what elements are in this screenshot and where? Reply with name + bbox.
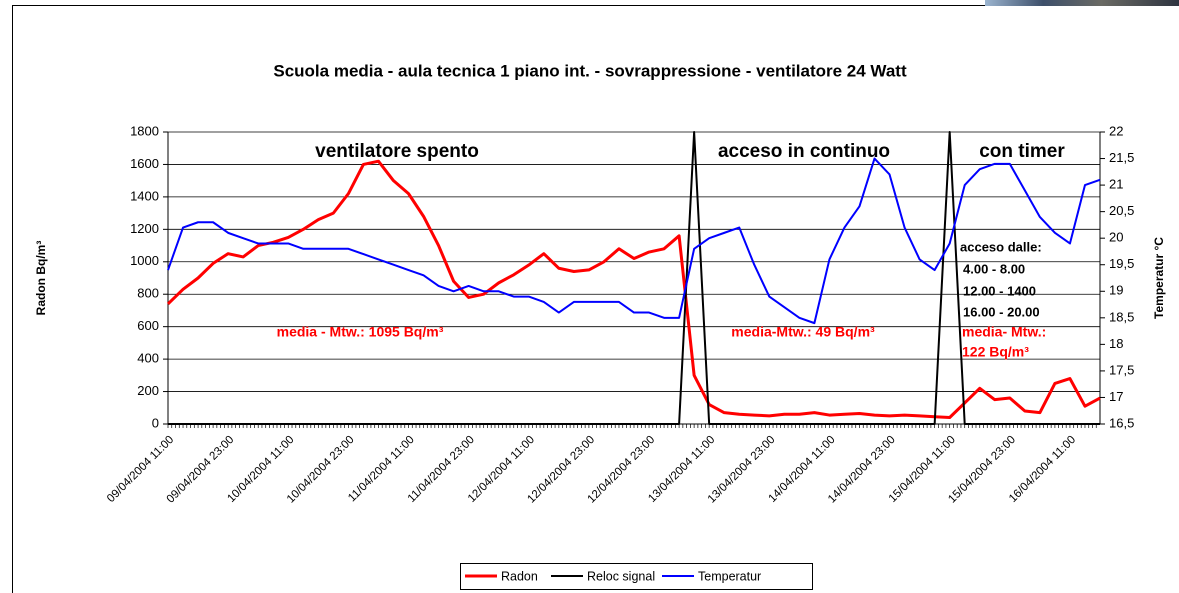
x-tick-label: 15/04/2004 11:00 [887, 434, 958, 505]
y-tick-label: 800 [137, 286, 159, 301]
y2-tick-label: 18,5 [1109, 309, 1134, 324]
annotation: media- Mtw.: [962, 324, 1046, 340]
x-tick-label: 11/04/2004 11:00 [346, 434, 417, 505]
y2-tick-label: 18 [1109, 336, 1123, 351]
y2-tick-label: 19 [1109, 283, 1123, 298]
chart-title: Scuola media - aula tecnica 1 piano int.… [273, 61, 907, 80]
x-tick-label: 10/04/2004 11:00 [225, 434, 296, 505]
y2-tick-label: 21,5 [1109, 150, 1134, 165]
y-axis-label: Radon Bq/m³ [34, 241, 48, 316]
x-tick-label: 14/04/2004 11:00 [766, 434, 837, 505]
y-tick-label: 400 [137, 351, 159, 366]
photo-strip [985, 0, 1179, 6]
y-tick-label: 1200 [130, 221, 159, 236]
chart: Scuola media - aula tecnica 1 piano int.… [0, 0, 1179, 593]
annotation: 122 Bq/m³ [962, 344, 1029, 360]
y2-tick-label: 19,5 [1109, 256, 1134, 271]
y2-tick-label: 20 [1109, 230, 1123, 245]
y-tick-label: 200 [137, 383, 159, 398]
annotation: 16.00 - 20.00 [963, 304, 1040, 319]
legend-label: Temperatur [698, 569, 761, 583]
annotation: 4.00 - 8.00 [963, 261, 1025, 276]
y2-tick-label: 16,5 [1109, 415, 1134, 430]
x-tick-label: 16/04/2004 11:00 [1007, 434, 1078, 505]
x-tick-label: 09/04/2004 11:00 [105, 434, 176, 505]
annotation: 12.00 - 1400 [963, 283, 1036, 298]
annotation: media-Mtw.: 49 Bq/m³ [731, 324, 875, 340]
y2-axis-label: Temperatur °C [1152, 237, 1166, 319]
y-tick-label: 1400 [130, 188, 159, 203]
x-tick-label: 13/04/2004 11:00 [646, 434, 717, 505]
y-tick-label: 600 [137, 318, 159, 333]
x-tick-label: 12/04/2004 11:00 [466, 434, 537, 505]
y2-tick-label: 17 [1109, 389, 1123, 404]
annotation: media - Mtw.: 1095 Bq/m³ [277, 324, 444, 340]
annotation: ventilatore spento [315, 141, 479, 162]
series-line [168, 132, 1100, 424]
annotation: con timer [979, 141, 1065, 162]
y-tick-label: 0 [152, 415, 159, 430]
y-tick-label: 1000 [130, 253, 159, 268]
y2-tick-label: 20,5 [1109, 203, 1134, 218]
y-tick-label: 1800 [130, 123, 159, 138]
page: {"chart_data": { "type": "line", "title"… [0, 0, 1179, 593]
y2-tick-label: 17,5 [1109, 362, 1134, 377]
y-tick-label: 1600 [130, 156, 159, 171]
y2-tick-label: 21 [1109, 177, 1123, 192]
x-tick-label: 11/04/2004 23:00 [406, 434, 477, 505]
legend-label: Reloc signal [587, 569, 655, 583]
legend-label: Radon [501, 569, 538, 583]
annotation: acceso dalle: [960, 239, 1042, 254]
y2-tick-label: 22 [1109, 123, 1123, 138]
annotation: acceso in continuo [718, 141, 890, 162]
